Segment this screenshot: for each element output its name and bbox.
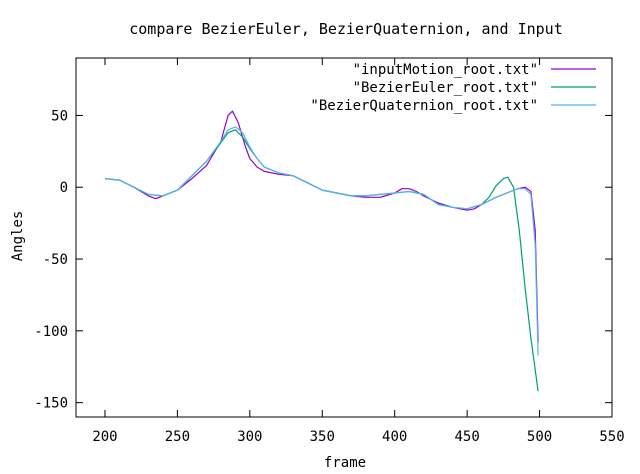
x-tick-label: 350 — [310, 429, 335, 445]
plot-border — [75, 57, 613, 418]
legend-label: "inputMotion_root.txt" — [353, 62, 538, 78]
series-line-2 — [104, 126, 539, 356]
x-tick-label: 300 — [237, 429, 262, 445]
x-tick-label: 200 — [92, 429, 117, 445]
y-axis-label: Angles — [10, 211, 26, 262]
y-tick-label: 0 — [60, 180, 68, 196]
series-line-0 — [104, 110, 539, 343]
series-lines — [104, 110, 539, 392]
legend-label: "BezierQuaternion_root.txt" — [310, 98, 538, 114]
y-tick-label: -100 — [34, 324, 68, 340]
y-tick-label: -50 — [43, 252, 68, 268]
legend-label: "BezierEuler_root.txt" — [353, 80, 538, 96]
chart-title: compare BezierEuler, BezierQuaternion, a… — [129, 20, 562, 38]
x-tick-label: 450 — [454, 429, 479, 445]
x-tick-label: 500 — [527, 429, 552, 445]
x-axis-label: frame — [324, 455, 366, 471]
x-tick-label: 400 — [382, 429, 407, 445]
x-tick-label: 250 — [165, 429, 190, 445]
y-tick-label: -150 — [34, 396, 68, 412]
y-tick-label: 50 — [51, 108, 68, 124]
x-tick-label: 550 — [599, 429, 624, 445]
legend: "inputMotion_root.txt" "BezierEuler_root.… — [310, 62, 596, 114]
series-line-1 — [104, 129, 539, 392]
